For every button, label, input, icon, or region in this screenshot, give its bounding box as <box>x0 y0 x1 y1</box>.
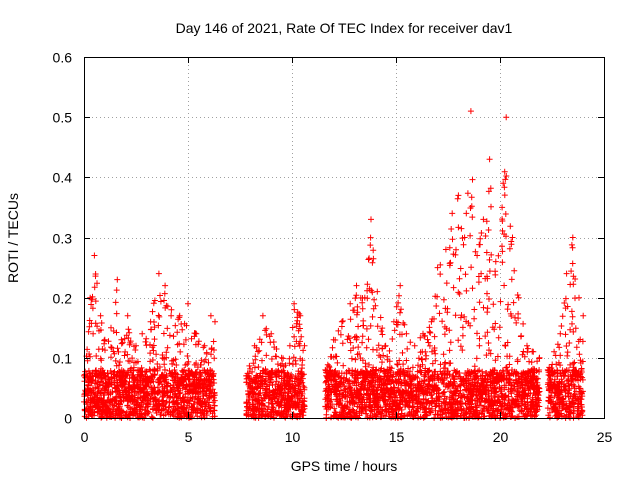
axis-ticks: 0 5 10 15 20 25 0 0.1 0.2 0.3 0.4 0.5 0.6 <box>53 50 613 446</box>
x-tick-label: 15 <box>389 429 405 445</box>
y-tick-label: 0.3 <box>53 231 73 247</box>
y-tick-label: 0.6 <box>53 50 73 66</box>
x-tick-label: 20 <box>493 429 509 445</box>
y-axis-label: ROTI / TECUs <box>5 193 21 283</box>
data-points <box>81 108 587 421</box>
chart-title: Day 146 of 2021, Rate Of TEC Index for r… <box>176 20 513 36</box>
x-tick-label: 25 <box>597 429 613 445</box>
y-tick-label: 0 <box>64 411 72 427</box>
x-axis-label: GPS time / hours <box>291 458 398 474</box>
y-tick-label: 0.4 <box>53 170 73 186</box>
x-tick-label: 5 <box>185 429 193 445</box>
roti-series-points <box>81 108 587 421</box>
x-tick-label: 0 <box>81 429 89 445</box>
y-tick-label: 0.1 <box>53 351 73 367</box>
y-tick-label: 0.5 <box>53 110 73 126</box>
x-tick-label: 10 <box>285 429 301 445</box>
y-tick-label: 0.2 <box>53 291 73 307</box>
gridlines <box>84 57 604 418</box>
